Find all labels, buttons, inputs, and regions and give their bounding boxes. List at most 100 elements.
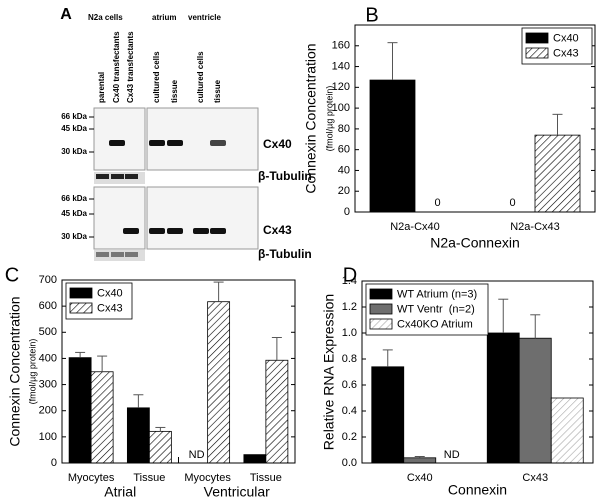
y-tick-label: 0.0 <box>342 457 357 469</box>
legend-label: WT Atrium (n=3) <box>397 288 477 300</box>
group-label: Ventricular <box>204 484 270 500</box>
lane-label: Cx40 transfectants <box>112 31 121 103</box>
band <box>96 252 109 257</box>
x-tick-label: N2a-Cx43 <box>510 221 560 233</box>
legend-label: Cx40KO Atrium <box>397 318 473 330</box>
y-axis-label: Connexin Concentration <box>7 296 23 446</box>
legend-swatch <box>69 287 93 299</box>
legend-swatch <box>525 47 549 59</box>
y-tick-label: 1.2 <box>342 301 357 313</box>
y-axis-label: Relative RNA Expression <box>321 294 337 450</box>
x-tick-label: Myocytes <box>68 472 115 484</box>
blot-box <box>93 186 146 250</box>
group-label: atrium <box>152 13 176 22</box>
protein-label: Cx43 <box>263 223 292 237</box>
band <box>111 252 124 257</box>
bar <box>369 79 416 213</box>
marker-label: 66 kDa <box>61 194 87 203</box>
marker-label: 45 kDa <box>61 124 87 133</box>
legend-swatch <box>369 288 393 300</box>
y-axis-label: Connexin Concentration <box>303 43 319 193</box>
y-tick-label: 0 <box>344 206 350 218</box>
y-axis-unit: (fmol/µg protein) <box>324 86 334 152</box>
blot-box <box>93 107 146 171</box>
y-tick-label: 700 <box>39 274 57 286</box>
y-tick-label: 1.0 <box>342 327 357 339</box>
lane-label: tissue <box>213 79 222 103</box>
y-tick-label: 0.2 <box>342 431 357 443</box>
group-label: ventricle <box>188 13 221 22</box>
lane-label: parental <box>97 72 106 103</box>
x-tick-label: Tissue <box>250 472 282 484</box>
band <box>149 140 165 146</box>
band <box>125 252 138 257</box>
y-tick-label: 160 <box>332 40 350 52</box>
band <box>96 174 109 179</box>
x-tick-label: Myocytes <box>184 472 231 484</box>
panel-label: C <box>5 264 19 286</box>
group-label: N2a cells <box>88 13 123 22</box>
bar <box>486 332 520 464</box>
blot-box <box>146 107 259 171</box>
y-tick-label: 20 <box>338 185 350 197</box>
bar <box>68 357 92 464</box>
loading-label: β-Tubulin <box>258 169 312 183</box>
legend-label: Cx43 <box>553 47 579 59</box>
bar <box>403 457 437 464</box>
lane-label: cultured cells <box>196 51 205 103</box>
band <box>111 174 124 179</box>
y-tick-label: 0.6 <box>342 379 357 391</box>
bar <box>265 359 289 464</box>
lane-label: Cx43 transfectants <box>126 31 135 103</box>
bar <box>534 134 581 213</box>
lane-label: tissue <box>170 79 179 103</box>
y-tick-label: 120 <box>332 81 350 93</box>
legend-swatch <box>69 302 93 314</box>
band <box>210 140 226 146</box>
blot-images <box>93 107 259 261</box>
band <box>193 228 209 234</box>
x-tick-label: Cx40 <box>407 472 433 484</box>
band <box>210 228 226 234</box>
y-tick-label: 140 <box>332 60 350 72</box>
protein-label: Cx40 <box>263 137 292 151</box>
marker-label: 30 kDa <box>61 147 87 156</box>
bar <box>90 371 114 464</box>
y-tick-label: 0 <box>51 457 57 469</box>
x-axis-label: Connexin <box>448 482 507 498</box>
value-label: ND <box>189 449 205 461</box>
value-label: 0 <box>509 197 515 209</box>
legend-swatch <box>525 32 549 44</box>
band <box>125 174 138 179</box>
panel-label: D <box>343 264 357 286</box>
legend-label: WT Ventr (n=2) <box>397 303 475 315</box>
y-axis-unit: (fmol/µg protein) <box>27 339 37 405</box>
value-label: 0 <box>434 197 440 209</box>
marker-label: 45 kDa <box>61 209 87 218</box>
plot-frame <box>354 24 596 213</box>
y-tick-label: 1.4 <box>342 275 357 287</box>
band <box>167 140 183 146</box>
blot-box <box>146 186 259 250</box>
bar <box>243 454 267 464</box>
y-tick-label: 80 <box>338 123 350 135</box>
y-tick-label: 100 <box>332 102 350 114</box>
legend-label: Cx43 <box>97 302 123 314</box>
y-tick-label: 200 <box>39 405 57 417</box>
y-tick-label: 600 <box>39 300 57 312</box>
bar <box>207 301 231 464</box>
plot-frame <box>361 280 594 464</box>
legend-label: Cx40 <box>553 32 579 44</box>
y-tick-label: 300 <box>39 378 57 390</box>
legend-swatch <box>369 318 393 330</box>
bar <box>126 407 150 464</box>
panel-label: A <box>60 6 72 23</box>
x-tick-label: N2a-Cx40 <box>390 221 440 233</box>
y-tick-label: 500 <box>39 326 57 338</box>
y-tick-label: 40 <box>338 164 350 176</box>
y-tick-label: 400 <box>39 352 57 364</box>
loading-label: β-Tubulin <box>258 247 312 261</box>
bar <box>371 366 405 464</box>
